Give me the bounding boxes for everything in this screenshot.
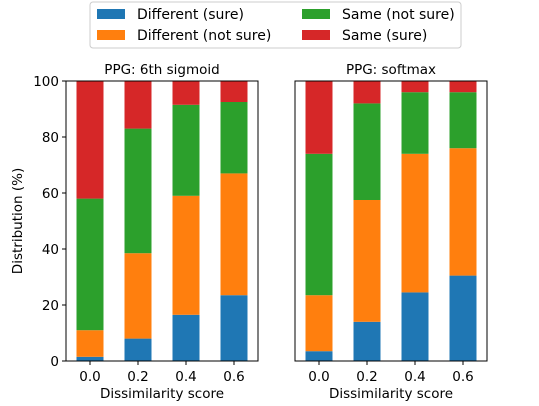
legend-label-same-sure: Same (sure): [342, 28, 427, 44]
bar-segment-different-not-sure: [449, 148, 477, 276]
legend-label-different-sure: Different (sure): [137, 7, 244, 23]
legend-swatch-same-sure: [302, 30, 330, 40]
bar-segment-same-not-sure: [172, 104, 200, 196]
bar-segment-same-sure: [76, 81, 104, 199]
bar-group: [76, 81, 248, 361]
bar-segment-same-not-sure: [124, 128, 152, 254]
bar-segment-different-not-sure: [401, 153, 429, 293]
bar-segment-same-sure: [305, 81, 333, 154]
bar-segment-different-sure: [449, 275, 477, 361]
x-tick-label: 0.2: [356, 369, 377, 385]
bar-segment-different-sure: [172, 314, 200, 361]
legend-label-same-not-sure: Same (not sure): [342, 7, 455, 23]
bar-segment-same-sure: [353, 81, 381, 104]
bar-segment-same-not-sure: [305, 153, 333, 296]
bar-segment-different-sure: [124, 338, 152, 361]
x-axis-label: Dissimilarity score: [329, 386, 453, 402]
panel-title: PPG: softmax: [346, 62, 436, 78]
bar-segment-same-not-sure: [449, 92, 477, 149]
bar-segment-different-not-sure: [353, 200, 381, 322]
bar-segment-same-sure: [401, 81, 429, 93]
x-tick-label: 0.4: [404, 369, 425, 385]
bar-segment-different-sure: [401, 292, 429, 361]
bar-segment-different-not-sure: [220, 173, 248, 296]
x-tick-label: 0.0: [79, 369, 100, 385]
x-tick-label: 0.2: [127, 369, 148, 385]
bar-segment-different-not-sure: [172, 195, 200, 315]
bar-segment-different-not-sure: [124, 253, 152, 339]
axes-frame: [65, 80, 259, 362]
bar-segment-different-not-sure: [76, 330, 104, 357]
chart-panel-6th-sigmoid: PPG: 6th sigmoid 0.0 0.2 0.4 0.6 0 20 40 60 80 10…: [10, 62, 259, 402]
tick-group: 0.0 0.2 0.4 0.6 0 20 40 60 80 100: [33, 74, 245, 385]
x-tick-label: 0.0: [308, 369, 329, 385]
y-tick-label: 40: [42, 242, 59, 258]
tick-group: 0.0 0.2 0.4 0.6: [308, 361, 474, 385]
bar-segment-different-not-sure: [305, 295, 333, 352]
y-tick-label: 100: [33, 74, 59, 90]
y-tick-label: 60: [42, 186, 59, 202]
bar-segment-same-not-sure: [76, 198, 104, 331]
bar-segment-different-sure: [220, 295, 248, 361]
axes-frame: [294, 80, 488, 362]
x-tick-label: 0.6: [452, 369, 473, 385]
legend: Different (sure) Different (not sure) Sa…: [89, 1, 462, 49]
bar-group: [305, 81, 477, 361]
legend-frame: [89, 1, 462, 49]
legend-label-different-not-sure: Different (not sure): [137, 28, 271, 44]
x-tick-label: 0.6: [223, 369, 244, 385]
bar-segment-different-sure: [353, 321, 381, 361]
bar-segment-same-not-sure: [401, 92, 429, 154]
bar-segment-same-not-sure: [353, 103, 381, 200]
bar-segment-same-not-sure: [220, 102, 248, 174]
y-tick-label: 80: [42, 130, 59, 146]
bar-segment-same-sure: [124, 81, 152, 129]
chart-panel-softmax: PPG: softmax 0.0 0.2 0.4 0.6 Dissimilarity …: [294, 62, 488, 402]
bar-segment-same-sure: [220, 81, 248, 102]
x-axis-label: Dissimilarity score: [100, 386, 224, 402]
legend-swatch-same-not-sure: [302, 9, 330, 19]
legend-swatch-different-not-sure: [97, 30, 125, 40]
panel-title: PPG: 6th sigmoid: [104, 62, 219, 78]
y-tick-label: 0: [50, 354, 59, 370]
y-tick-label: 20: [42, 298, 59, 314]
legend-swatch-different-sure: [97, 9, 125, 19]
bar-segment-different-sure: [76, 356, 104, 361]
x-tick-label: 0.4: [175, 369, 196, 385]
y-axis-label: Distribution (%): [10, 168, 26, 274]
bar-segment-same-sure: [449, 81, 477, 93]
bar-segment-different-sure: [305, 351, 333, 361]
bar-segment-same-sure: [172, 81, 200, 105]
